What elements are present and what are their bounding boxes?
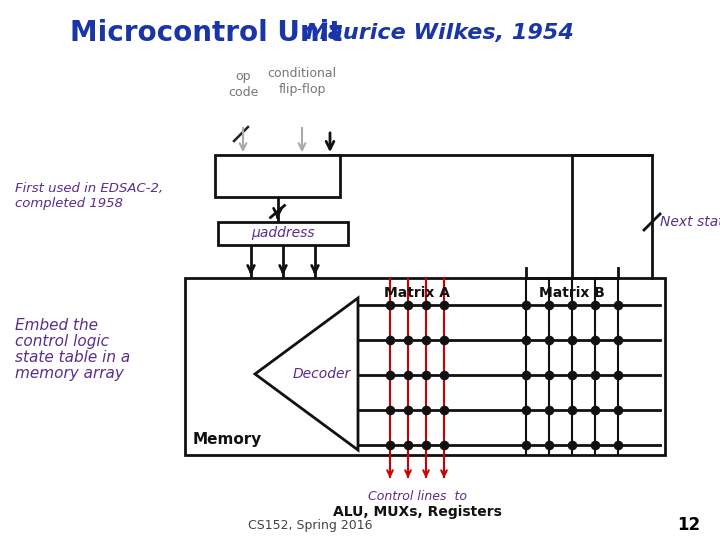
Text: Control lines  to: Control lines to: [367, 490, 467, 503]
Point: [438, 406, 450, 414]
Text: 12: 12: [677, 516, 700, 534]
Point: [589, 301, 600, 309]
Text: Maurice Wilkes, 1954: Maurice Wilkes, 1954: [298, 23, 574, 43]
Text: First used in EDSAC-2,: First used in EDSAC-2,: [15, 182, 163, 195]
Point: [521, 441, 532, 449]
Point: [384, 336, 396, 345]
Text: state table in a: state table in a: [15, 350, 130, 365]
Text: op
code: op code: [228, 70, 258, 99]
Text: CS152, Spring 2016: CS152, Spring 2016: [248, 518, 372, 531]
Bar: [185, 278, 665, 455]
Point: [402, 336, 414, 345]
Point: [589, 336, 600, 345]
Point: [589, 406, 600, 414]
Text: completed 1958: completed 1958: [15, 197, 123, 210]
Point: [402, 441, 414, 449]
Text: conditional
flip-flop: conditional flip-flop: [267, 67, 336, 96]
Point: [612, 406, 624, 414]
Text: memory array: memory array: [15, 366, 124, 381]
Point: [612, 441, 624, 449]
Point: [566, 370, 577, 379]
Point: [589, 370, 600, 379]
Point: [544, 370, 555, 379]
Point: [420, 406, 432, 414]
Text: Next state: Next state: [660, 215, 720, 229]
Point: [384, 370, 396, 379]
Point: [612, 370, 624, 379]
Bar: [215, 155, 340, 197]
Point: [438, 336, 450, 345]
Text: Matrix B: Matrix B: [539, 286, 605, 300]
Point: [521, 301, 532, 309]
Point: [521, 336, 532, 345]
Point: [402, 370, 414, 379]
Point: [544, 406, 555, 414]
Point: [420, 336, 432, 345]
Point: [521, 370, 532, 379]
Point: [566, 406, 577, 414]
Point: [384, 441, 396, 449]
Point: [521, 406, 532, 414]
Point: [612, 336, 624, 345]
Text: Microcontrol Unit: Microcontrol Unit: [70, 19, 343, 47]
Point: [566, 301, 577, 309]
Point: [566, 336, 577, 345]
Point: [438, 370, 450, 379]
Point: [589, 441, 600, 449]
Point: [384, 301, 396, 309]
Text: Decoder: Decoder: [293, 367, 351, 381]
Point: [420, 370, 432, 379]
Point: [566, 441, 577, 449]
Text: Memory: Memory: [193, 432, 262, 447]
Text: control logic: control logic: [15, 334, 109, 349]
Point: [402, 406, 414, 414]
Text: μaddress: μaddress: [251, 226, 315, 240]
Point: [544, 441, 555, 449]
Point: [544, 336, 555, 345]
Point: [420, 301, 432, 309]
Point: [384, 406, 396, 414]
Point: [612, 301, 624, 309]
Point: [438, 441, 450, 449]
Point: [544, 301, 555, 309]
Point: [438, 301, 450, 309]
Point: [420, 441, 432, 449]
Text: Embed the: Embed the: [15, 318, 98, 333]
Point: [402, 301, 414, 309]
Bar: [218, 222, 348, 245]
Text: ALU, MUXs, Registers: ALU, MUXs, Registers: [333, 505, 501, 519]
Text: Matrix A: Matrix A: [384, 286, 450, 300]
